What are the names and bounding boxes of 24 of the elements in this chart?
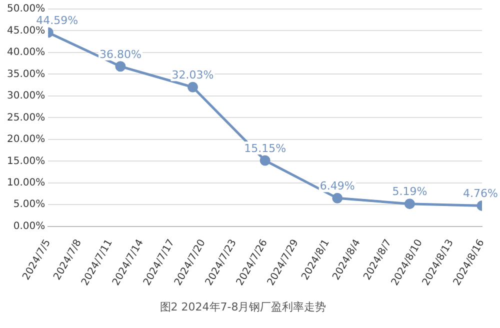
data-label: 36.80% [99, 48, 142, 61]
y-tick-label: 30.00% [6, 90, 46, 102]
point [404, 198, 415, 210]
y-tick-label: 35.00% [6, 68, 46, 80]
point [332, 192, 343, 204]
data-label: 5.19% [392, 185, 428, 198]
y-tick-label: 50.00% [6, 4, 46, 15]
point [115, 61, 126, 72]
data-label: 15.15% [244, 142, 286, 155]
data-label: 44.59% [36, 14, 78, 27]
data-label: 32.03% [172, 68, 214, 82]
y-tick-label: 45.00% [6, 25, 46, 36]
y-tick-label: 40.00% [6, 47, 46, 58]
y-tick-label: 20.00% [6, 134, 46, 146]
text: 图2 2024年7-8月钢厂盈利率走势 [160, 300, 326, 314]
data-label: 4.76% [463, 187, 498, 200]
y-tick-label: 10.00% [6, 178, 46, 189]
y-tick-label: 0.00% [13, 220, 46, 232]
point [260, 155, 270, 166]
y-tick-label: 25.00% [6, 112, 46, 124]
point [188, 82, 198, 92]
y-tick-label: 5.00% [13, 199, 46, 210]
data-label: 6.49% [320, 180, 355, 193]
y-tick-label: 15.00% [6, 156, 46, 167]
